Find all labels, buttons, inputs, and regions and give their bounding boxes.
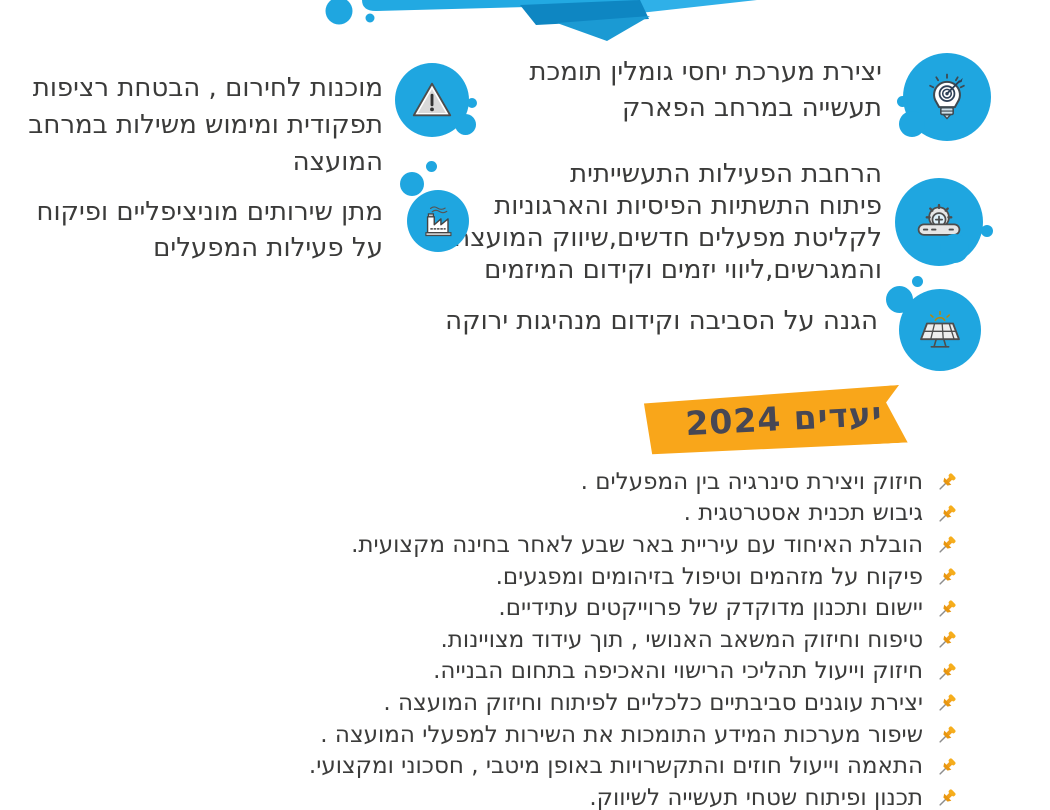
text-line: הרחבת הפעילות התעשייתית — [570, 159, 882, 189]
pushpin-icon — [939, 600, 956, 617]
solar-panel-glyph — [920, 310, 960, 348]
goals-2024-title: יעדים 2024 — [684, 393, 884, 443]
pushpin-icon — [939, 473, 956, 490]
goal-text: תכנון ופיתוח שטחי תעשייה לשיווק. — [589, 784, 923, 810]
gear-progress-icon — [895, 178, 983, 266]
pushpin-icon — [939, 758, 956, 775]
goal-text: חיזוק ויצירת סינרגיה בין המפעלים . — [580, 468, 923, 495]
warning-triangle-glyph — [412, 82, 452, 117]
pushpin-icon — [939, 663, 956, 680]
municipal-services-text: מתן שירותים מוניציפליים ופיקוח על פעילות… — [36, 194, 383, 266]
solar-panel-icon — [899, 289, 981, 371]
goal-text: חיזוק וייעול תהליכי הרישוי והאכיפה בתחום… — [433, 658, 923, 685]
gear-progress-glyph — [917, 203, 961, 236]
text-line: המועצה — [292, 147, 383, 177]
goal-text: פיקוח על מזהמים וטיפול בזיהומים ומפגעים. — [495, 563, 923, 590]
pushpin-icon — [939, 694, 956, 712]
bubble-decoration — [400, 172, 424, 196]
goals-list: חיזוק ויצירת סינרגיה בין המפעלים . גיבוש… — [309, 466, 960, 810]
text-line: והמגרשים,ליווי יזמים וקידום המיזמים — [484, 255, 882, 285]
goal-item: חיזוק וייעול תהליכי הרישוי והאכיפה בתחום… — [309, 656, 960, 688]
warning-triangle-icon — [395, 63, 469, 137]
goal-item: גיבוש תכנית אסטרטגית . — [309, 498, 960, 530]
text-line: תפקודית ומימוש משילות במרחב — [28, 110, 383, 140]
goal-item: יצירת עוגנים סביבתיים כלכליים לפיתוח וחי… — [309, 687, 960, 719]
text-line: יצירת מערכת יחסי גומלין תומכת — [529, 57, 882, 87]
factory-glyph — [425, 206, 452, 237]
text-line: פיתוח התשתיות הפיסיות והארגוניות — [494, 191, 882, 221]
goal-item: הובלת האיחוד עם עיריית באר שבע לאחר בחינ… — [309, 529, 960, 561]
pushpin-icon — [939, 505, 956, 522]
bubble-decoration — [426, 161, 437, 172]
goal-item: שיפור מערכות המידע התומכות את השירות למפ… — [309, 719, 960, 751]
text-line: הגנה על הסביבה וקידום מנהיגות ירוקה — [445, 306, 878, 336]
goal-text: התאמה וייעול חוזים והתקשרויות באופן מיטב… — [308, 753, 923, 780]
mutual-relations-text: יצירת מערכת יחסי גומלין תומכת תעשייה במר… — [529, 54, 882, 126]
goal-text: טיפוח וחיזוק המשאב האנושי , תוך עידוד מצ… — [440, 626, 924, 653]
environment-text: הגנה על הסביבה וקידום מנהיגות ירוקה — [445, 304, 878, 338]
goal-item: התאמה וייעול חוזים והתקשרויות באופן מיטב… — [309, 750, 960, 782]
pushpin-icon — [939, 789, 956, 806]
goal-text: שיפור מערכות המידע התומכות את השירות למפ… — [320, 721, 923, 748]
bubble-decoration — [467, 98, 477, 108]
text-line: לקליטת מפעלים חדשים,שיווק המועצה — [453, 223, 882, 253]
goal-item: חיזוק ויצירת סינרגיה בין המפעלים . — [309, 466, 960, 498]
bubble-decoration — [897, 96, 908, 107]
goal-text: יישום ותכנון מדוקדק של פרוייקטים עתידיים… — [498, 595, 923, 622]
bubble-decoration — [981, 225, 993, 237]
bubble-decoration — [940, 234, 969, 263]
text-line: מתן שירותים מוניציפליים ופיקוח — [36, 197, 383, 227]
text-line: על פעילות המפעלים — [153, 233, 383, 263]
pushpin-icon — [939, 568, 956, 585]
factory-icon — [407, 190, 469, 252]
pushpin-icon — [939, 631, 956, 648]
bubble-decoration — [912, 276, 923, 287]
goals-2024-banner: יעדים 2024 — [644, 384, 925, 456]
pushpin-icon — [939, 536, 956, 554]
bubble-decoration — [455, 114, 476, 135]
bubble-decoration — [899, 111, 925, 137]
text-line: מוכנות לחירום , הבטחת רציפות — [32, 73, 383, 103]
goal-text: הובלת האיחוד עם עיריית באר שבע לאחר בחינ… — [351, 531, 923, 558]
goal-item: יישום ותכנון מדוקדק של פרוייקטים עתידיים… — [309, 592, 960, 624]
ribbon-banner-decoration — [325, 0, 757, 41]
goal-item: תכנון ופיתוח שטחי תעשייה לשיווק. — [309, 782, 960, 810]
goal-item: פיקוח על מזהמים וטיפול בזיהומים ומפגעים. — [309, 561, 960, 593]
text-line: תעשייה במרחב הפארק — [621, 93, 882, 123]
goal-text: גיבוש תכנית אסטרטגית . — [683, 500, 923, 527]
emergency-readiness-text: מוכנות לחירום , הבטחת רציפות תפקודית ומי… — [28, 70, 383, 181]
lightbulb-target-glyph — [929, 73, 965, 120]
goal-text: יצירת עוגנים סביבתיים כלכליים לפיתוח וחי… — [383, 689, 923, 716]
goal-item: טיפוח וחיזוק המשאב האנושי , תוך עידוד מצ… — [309, 624, 960, 656]
industrial-expansion-text: הרחבת הפעילות התעשייתית פיתוח התשתיות הפ… — [453, 158, 882, 286]
pushpin-icon — [939, 726, 956, 743]
